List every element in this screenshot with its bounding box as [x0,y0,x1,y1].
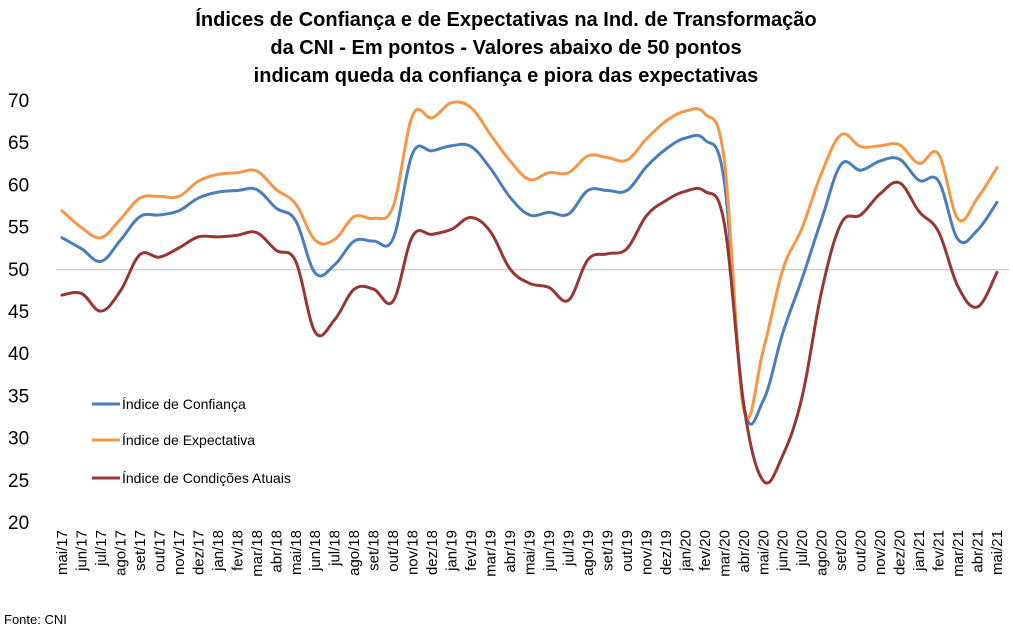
y-tick-label: 55 [8,218,29,239]
x-tick-label: nov/18 [405,530,422,575]
chart-title-line-3: indicam queda da confiança e piora das e… [254,65,759,87]
x-tick-label: mar/18 [249,530,266,577]
x-tick-label: jan/19 [444,530,461,572]
x-tick-label: jun/19 [541,530,558,572]
x-tick-label: abr/18 [268,530,285,573]
x-tick-label: ago/19 [580,530,597,576]
y-tick-label: 60 [8,175,29,196]
x-tick-label: jun/18 [307,530,324,572]
x-tick-label: set/19 [599,530,616,571]
legend: Índice de Confiança Índice de Expectativa… [92,396,291,486]
x-tick-label: abr/21 [970,530,987,573]
y-tick-label: 50 [8,260,29,281]
x-tick-label: mai/19 [522,530,539,575]
y-tick-label: 70 [8,91,29,112]
x-tick-label: ago/18 [346,530,363,576]
x-tick-label: mai/18 [288,530,305,575]
x-tick-label: mai/21 [989,530,1006,575]
source-note: Fonte: CNI [4,612,67,627]
x-tick-label: out/19 [619,530,636,572]
x-tick-label: mar/20 [716,530,733,577]
x-tick-label: dez/20 [892,530,909,575]
chart-title-line-1: Índices de Confiança e de Expectativas n… [195,8,816,31]
legend-label: Índice de Expectativa [122,432,255,448]
x-tick-label: jun/20 [775,530,792,572]
x-tick-label: mar/19 [483,530,500,577]
legend-item-confianca: Índice de Confiança [92,396,246,412]
series-lines [60,100,999,485]
x-tick-label: jan/18 [210,530,227,572]
x-tick-label: mai/20 [755,530,772,575]
y-axis: 20 25 30 35 40 45 50 55 60 65 70 [8,91,29,534]
series-line-confianca [60,133,999,426]
x-tick-label: dez/17 [190,530,207,575]
y-tick-label: 65 [8,133,29,154]
x-tick-label: jan/21 [911,530,928,572]
y-tick-label: 40 [8,344,29,365]
x-tick-label: nov/17 [171,530,188,575]
x-tick-label: out/18 [385,530,402,572]
legend-label: Índice de Condições Atuais [122,470,291,486]
x-tick-label: abr/20 [736,530,753,573]
series-line-expectativa [60,100,999,420]
x-tick-label: set/18 [366,530,383,571]
x-tick-label: ago/17 [112,530,129,576]
x-tick-label: abr/19 [502,530,519,573]
x-tick-label: set/20 [833,530,850,571]
x-tick-label: jul/17 [93,530,110,567]
legend-item-condicoes-atuais: Índice de Condições Atuais [92,470,291,486]
x-tick-label: mai/17 [54,530,71,575]
legend-label: Índice de Confiança [122,396,246,412]
x-axis: mai/17 jun/17 jul/17 ago/17 set/17 out/17 nov/… [54,530,1006,577]
x-tick-label: out/20 [853,530,870,572]
x-tick-label: jul/19 [560,530,577,567]
x-tick-label: set/17 [132,530,149,571]
x-tick-label: mar/21 [950,530,967,577]
x-tick-label: nov/19 [638,530,655,575]
x-tick-label: nov/20 [872,530,889,575]
x-tick-label: dez/19 [658,530,675,575]
y-tick-label: 25 [8,471,29,492]
x-tick-label: fev/18 [229,530,246,571]
x-tick-label: jul/18 [327,530,344,567]
legend-item-expectativa: Índice de Expectativa [92,432,255,448]
x-tick-label: fev/19 [463,530,480,571]
x-tick-label: jun/17 [73,530,90,572]
x-tick-label: out/17 [151,530,168,572]
y-tick-label: 35 [8,386,29,407]
y-tick-label: 30 [8,429,29,450]
x-tick-label: fev/20 [697,530,714,571]
x-tick-label: jul/20 [794,530,811,567]
x-tick-label: ago/20 [814,530,831,576]
x-tick-label: fev/21 [931,530,948,571]
x-tick-label: jan/20 [677,530,694,572]
chart-title-line-2: da CNI - Em pontos - Valores abaixo de 5… [270,37,741,59]
y-tick-label: 20 [8,513,29,534]
series-line-condicoes-atuais [60,180,999,485]
y-tick-label: 45 [8,302,29,323]
x-tick-label: dez/18 [424,530,441,575]
